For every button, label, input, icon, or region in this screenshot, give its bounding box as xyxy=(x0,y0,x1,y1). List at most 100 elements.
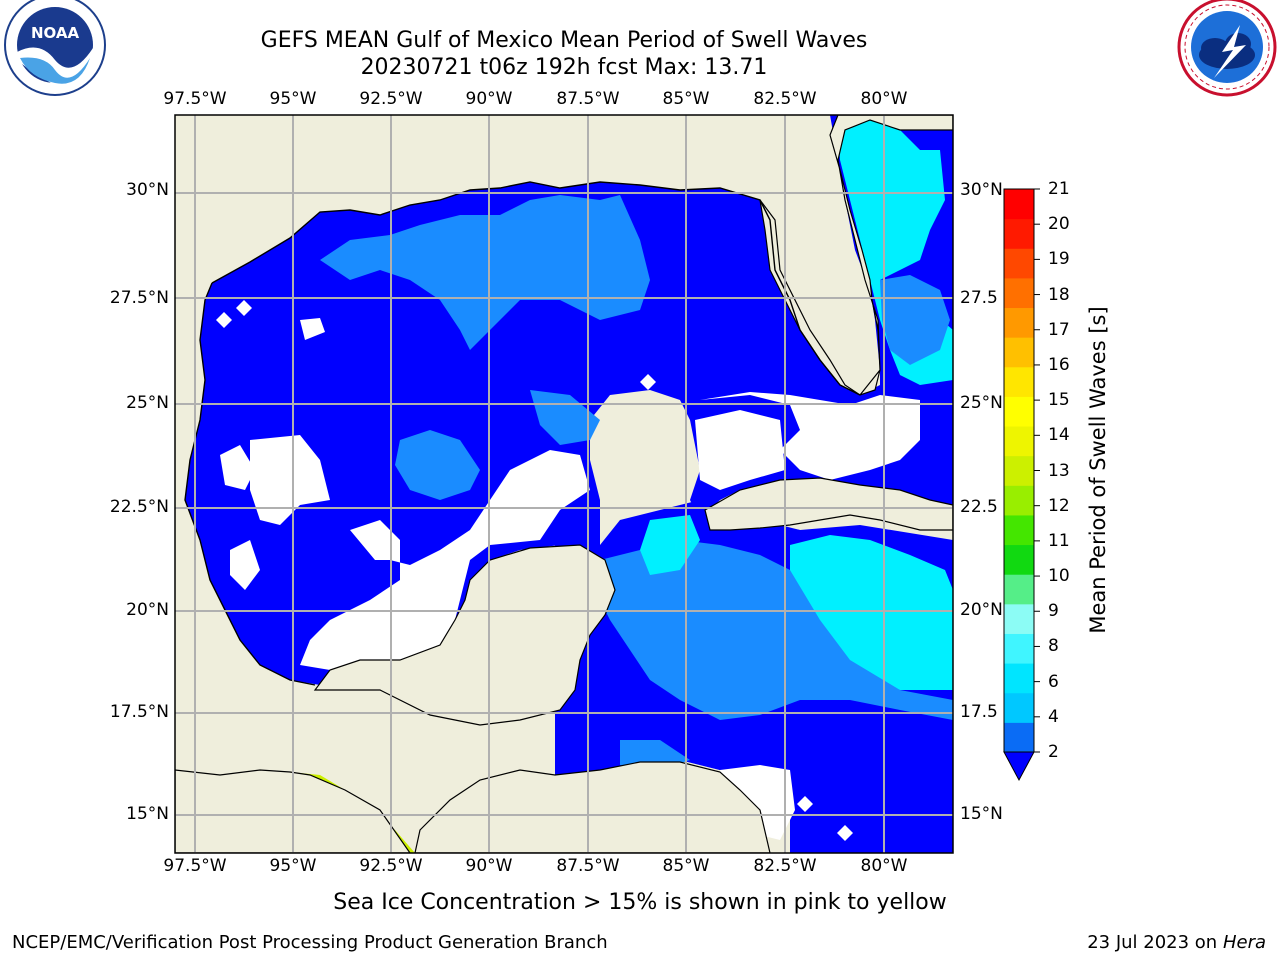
colorbar-segment xyxy=(1004,248,1034,279)
colorbar-segment xyxy=(1004,218,1034,249)
mask-region-1 xyxy=(250,435,330,525)
colorbar-tick-label: 20 xyxy=(1048,214,1070,235)
colorbar-segment xyxy=(1004,574,1034,605)
mask-dot-1 xyxy=(640,374,656,390)
sea-ice-note: Sea Ice Concentration > 15% is shown in … xyxy=(333,890,947,915)
mask-region-5 xyxy=(720,765,795,840)
chart-subtitle: 20230721 t06z 192h fcst Max: 13.71 xyxy=(360,55,768,80)
lat-label-right: 22.5 xyxy=(960,497,998,517)
mask-dot-4 xyxy=(236,300,252,316)
lat-label-right: 17.5 xyxy=(960,702,998,722)
colorbar-tick-label: 14 xyxy=(1048,425,1070,446)
lat-label-right: 15°N xyxy=(960,804,1003,824)
colorbar-segment xyxy=(1004,692,1034,723)
gulf-coastline xyxy=(184,181,861,686)
nws-logo xyxy=(1177,0,1277,97)
mask-region-3 xyxy=(700,392,920,480)
lat-label-left: 22.5°N xyxy=(109,497,169,517)
colorbar-tick-label: 17 xyxy=(1048,319,1070,340)
mask-dot-2 xyxy=(837,825,853,841)
colorbar-extend-arrow xyxy=(1003,751,1035,782)
lon-label-bottom: 95°W xyxy=(269,856,317,876)
lat-label-right: 30°N xyxy=(960,180,1003,200)
colorbar-tick-label: 12 xyxy=(1048,495,1070,516)
colorbar-segment xyxy=(1004,307,1034,338)
colorbar-segment xyxy=(1004,455,1034,486)
central-america xyxy=(175,761,771,853)
caribbean-mid-1 xyxy=(595,540,953,720)
lat-label-left: 15°N xyxy=(126,804,169,824)
lon-label-bottom: 85°W xyxy=(662,856,710,876)
mask-region-8 xyxy=(300,318,325,340)
colorbar-tick-label: 16 xyxy=(1048,354,1070,375)
colorbar-segment xyxy=(1004,366,1034,397)
footer-credit: NCEP/EMC/Verification Post Processing Pr… xyxy=(12,932,608,953)
colorbar-segment xyxy=(1004,603,1034,634)
colorbar-segment xyxy=(1004,277,1034,309)
footer-host: Hera xyxy=(1222,932,1266,953)
colorbar-segment xyxy=(1004,663,1034,694)
lon-label-bottom: 90°W xyxy=(465,856,513,876)
colorbar-tick-label: 10 xyxy=(1048,566,1070,587)
lon-label-top: 85°W xyxy=(662,89,710,109)
colorbar-segment xyxy=(1004,396,1034,427)
colorbar-segment xyxy=(1004,514,1034,546)
colorbar-tick-label: 19 xyxy=(1048,249,1070,270)
colorbar-segment xyxy=(1004,337,1034,368)
colorbar xyxy=(1003,188,1040,782)
chart-title: GEFS MEAN Gulf of Mexico Mean Period of … xyxy=(260,28,868,53)
lat-label-right: 20°N xyxy=(960,600,1003,620)
lat-label-left: 27.5°N xyxy=(109,288,169,308)
lon-label-bottom: 82.5°W xyxy=(753,856,817,876)
lon-label-top: 82.5°W xyxy=(753,89,817,109)
colorbar-segment xyxy=(1004,722,1034,753)
noaa-logo: NOAA xyxy=(4,0,106,96)
colorbar-label: Mean Period of Swell Waves [s] xyxy=(1086,306,1110,634)
lon-label-top: 97.5°W xyxy=(163,89,227,109)
lat-label-right: 25°N xyxy=(960,393,1003,413)
colorbar-segment xyxy=(1004,633,1034,664)
mask-dot-3 xyxy=(797,796,813,812)
mask-region-2 xyxy=(300,450,590,670)
colorbar-segment xyxy=(1004,426,1034,457)
colorbar-tick-label: 15 xyxy=(1048,390,1070,411)
lat-label-left: 25°N xyxy=(126,393,169,413)
map-frame xyxy=(174,114,954,854)
lon-label-bottom: 80°W xyxy=(860,856,908,876)
colorbar-tick-label: 9 xyxy=(1048,601,1059,622)
lon-label-bottom: 97.5°W xyxy=(163,856,227,876)
lat-label-left: 30°N xyxy=(126,180,169,200)
gulf-mid-patch-2 xyxy=(395,430,480,500)
mask-region-4 xyxy=(695,410,785,490)
lon-label-top: 80°W xyxy=(860,89,908,109)
colorbar-tick-label: 11 xyxy=(1048,530,1070,551)
caribbean-cyan xyxy=(790,535,953,690)
colorbar-tick-label: 2 xyxy=(1048,742,1059,762)
mask-region-7 xyxy=(230,540,260,590)
mask-dot-5 xyxy=(216,312,232,328)
gulf-mid-patch-1 xyxy=(320,195,650,350)
colorbar-segment xyxy=(1004,189,1034,220)
cuba xyxy=(704,477,953,531)
lon-label-top: 87.5°W xyxy=(556,89,620,109)
colorbar-segment xyxy=(1004,544,1034,575)
colorbar-tick-label: 18 xyxy=(1048,284,1070,305)
colorbar-segment xyxy=(1004,485,1034,516)
lon-label-top: 95°W xyxy=(269,89,317,109)
lon-label-top: 92.5°W xyxy=(359,89,423,109)
lat-label-right: 27.5 xyxy=(960,288,998,308)
map-area xyxy=(175,115,953,853)
lon-label-bottom: 92.5°W xyxy=(359,856,423,876)
colorbar-tick-label: 21 xyxy=(1048,179,1070,199)
colorbar-tick-label: 4 xyxy=(1048,706,1059,727)
colorbar-tick-label: 8 xyxy=(1048,636,1059,657)
graticule xyxy=(175,115,953,853)
colorbar-tick-label: 13 xyxy=(1048,460,1070,481)
noaa-logo-text: NOAA xyxy=(31,24,80,42)
lon-label-bottom: 87.5°W xyxy=(556,856,620,876)
mask-region-6 xyxy=(220,445,255,490)
lon-label-top: 90°W xyxy=(465,89,513,109)
lat-label-left: 20°N xyxy=(126,600,169,620)
colorbar-tick-label: 6 xyxy=(1048,671,1059,692)
